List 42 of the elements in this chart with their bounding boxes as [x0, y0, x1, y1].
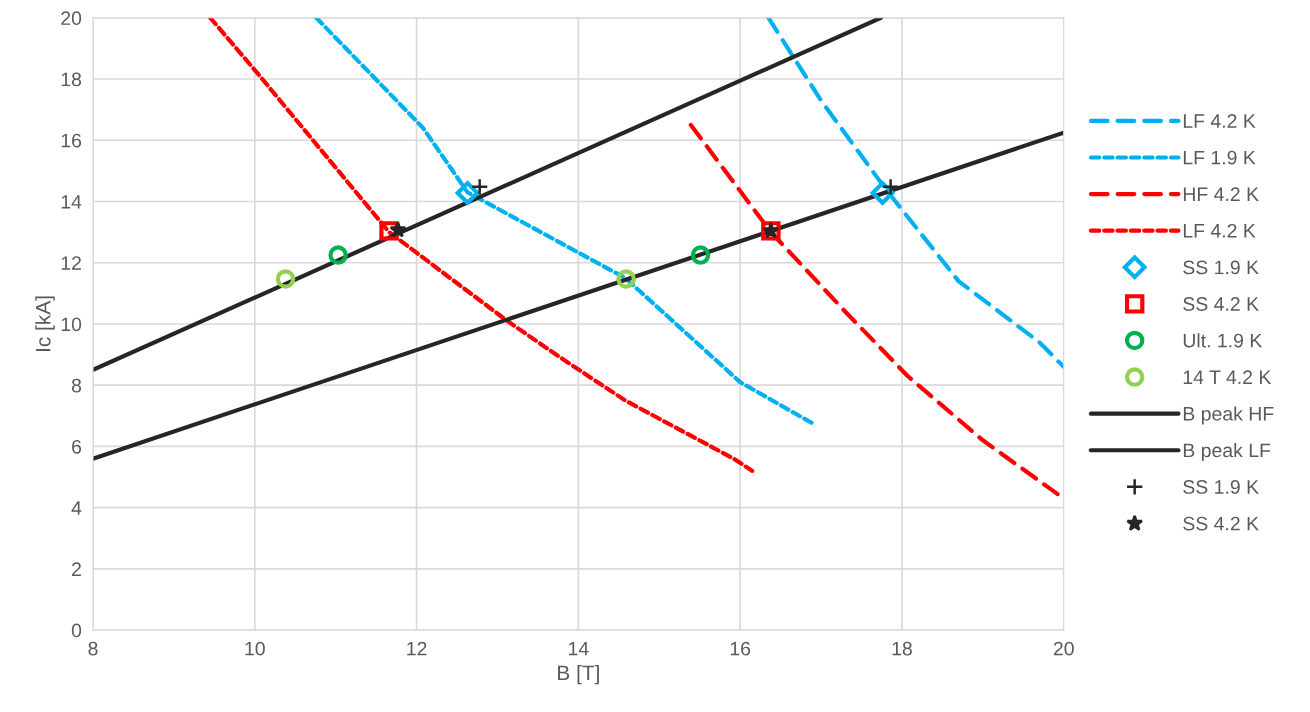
legend-label: Ult. 1.9 K	[1183, 333, 1263, 348]
point	[455, 181, 480, 205]
x-tick-label: 20	[1053, 641, 1074, 656]
point	[470, 177, 489, 196]
x-tick-label: 18	[892, 641, 912, 656]
legend-label: LF 1.9 K	[1183, 150, 1256, 165]
legend-label: LF 4.2 K	[1183, 223, 1256, 238]
legend-label: SS 4.2 K	[1183, 516, 1259, 531]
legend-label: B peak LF	[1183, 442, 1271, 462]
line-series	[208, 17, 755, 474]
x-tick-label: 14	[569, 641, 589, 656]
point	[379, 221, 399, 241]
legend-label: SS 4.2 K	[1183, 297, 1259, 311]
y-tick-label: 20	[61, 11, 82, 26]
y-tick-label: 8	[71, 378, 82, 393]
legend-label: LF 4.2 K	[1183, 114, 1256, 128]
x-tick-label: 16	[730, 641, 751, 656]
y-tick-label: 2	[72, 562, 81, 576]
legend-label: SS 1.9 K	[1183, 480, 1259, 494]
y-tick-label: 12	[61, 256, 81, 270]
y-tick-label: 10	[61, 317, 82, 332]
y-tick-label: 18	[61, 72, 82, 87]
line-series	[766, 17, 1064, 369]
legend-label: B peak HF	[1183, 406, 1274, 425]
y-tick-label: 14	[61, 195, 82, 209]
x-tick-label: 12	[407, 641, 427, 656]
legend-label: SS 1.9 K	[1183, 260, 1259, 275]
y-tick-label: 0	[71, 623, 82, 638]
point	[616, 269, 636, 289]
y-tick-label: 4	[71, 501, 82, 515]
point	[328, 245, 348, 265]
x-axis-title: B [T]	[558, 664, 599, 685]
y-tick-label: 6	[72, 439, 82, 454]
point	[690, 245, 711, 265]
y-axis-title: Ic [kA]	[35, 296, 55, 351]
x-tick-label: 8	[88, 641, 98, 656]
point	[275, 269, 296, 289]
x-tick-label: 10	[245, 641, 265, 656]
legend-label: HF 4.2 K	[1183, 187, 1259, 201]
legend-label: 14 T 4.2 K	[1183, 370, 1272, 384]
y-tick-label: 16	[61, 133, 82, 148]
point	[389, 221, 407, 238]
